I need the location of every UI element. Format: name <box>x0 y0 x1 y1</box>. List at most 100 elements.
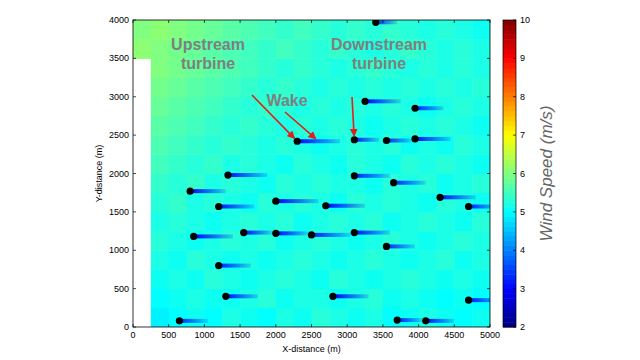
heat-cell <box>436 231 454 251</box>
heat-cell <box>276 58 294 78</box>
heat-cell <box>258 135 276 155</box>
heat-cell <box>329 58 347 78</box>
heat-cell <box>347 250 365 270</box>
heat-cell <box>151 269 169 289</box>
heat-cell <box>472 174 490 194</box>
heat-cell <box>436 289 454 309</box>
x-tick-label: 4500 <box>444 330 464 340</box>
heat-cell <box>365 289 383 309</box>
wake <box>326 204 365 208</box>
colorbar-swatch <box>503 63 516 68</box>
heat-cell <box>204 97 222 117</box>
heat-cell <box>401 308 419 327</box>
heat-cell <box>169 308 187 327</box>
heat-cell <box>204 308 222 327</box>
heat-cell <box>454 154 472 174</box>
heat-cell <box>329 116 347 136</box>
heat-cell <box>151 78 169 98</box>
heat-cell <box>187 78 205 98</box>
turbine <box>411 135 418 142</box>
heat-cell <box>365 78 383 98</box>
heat-cell <box>258 308 276 327</box>
heat-cell <box>222 231 240 251</box>
colorbar-swatch <box>503 126 516 131</box>
heat-cell <box>419 231 437 251</box>
colorbar-tick-label: 9 <box>520 53 525 63</box>
colorbar-swatch <box>503 20 516 25</box>
heat-cell <box>187 289 205 309</box>
heat-cell <box>454 231 472 251</box>
colorbar-tick-label: 4 <box>520 245 525 255</box>
heat-cell <box>436 308 454 327</box>
heat-cell <box>294 20 312 40</box>
heat-cell <box>169 289 187 309</box>
colorbar-swatch <box>503 154 516 159</box>
x-tick-label: 1500 <box>230 330 250 340</box>
y-tick <box>133 327 136 328</box>
y-tick-label: 1000 <box>109 245 129 255</box>
turbine <box>351 136 358 143</box>
heat-cell <box>151 231 169 251</box>
heat-cell <box>419 250 437 270</box>
colorbar-swatch <box>503 159 516 164</box>
heat-cell <box>312 269 330 289</box>
heat-cell <box>133 39 151 59</box>
wake <box>394 181 426 185</box>
heat-cell <box>436 39 454 59</box>
heat-cell <box>276 154 294 174</box>
colorbar-tick <box>513 327 516 328</box>
colorbar-swatch <box>503 226 516 231</box>
x-tick <box>275 20 276 23</box>
heat-cell <box>312 174 330 194</box>
turbine <box>351 172 358 179</box>
colorbar-swatch <box>503 293 516 298</box>
heat-cell <box>365 308 383 327</box>
colorbar-swatch <box>503 250 516 255</box>
heat-cell <box>383 193 401 213</box>
colorbar-tick-label: 5 <box>520 207 525 217</box>
colorbar-swatch <box>503 87 516 92</box>
heat-cell <box>222 78 240 98</box>
annotation-line: Wake <box>266 92 307 109</box>
heat-cell <box>294 135 312 155</box>
heat-cell <box>365 269 383 289</box>
heat-cell <box>401 154 419 174</box>
heat-cell <box>347 193 365 213</box>
y-axis-label: Y-distance (m) <box>94 145 104 203</box>
heat-cell <box>454 78 472 98</box>
heat-cell <box>276 212 294 232</box>
y-tick-label: 2000 <box>109 169 129 179</box>
colorbar-swatch <box>503 49 516 54</box>
y-tick <box>133 173 136 174</box>
x-tick <box>347 324 348 327</box>
heat-cell <box>151 154 169 174</box>
x-tick-label: 5000 <box>480 330 500 340</box>
heat-cell <box>169 231 187 251</box>
wake <box>228 173 267 177</box>
heat-cell <box>151 250 169 270</box>
annotation: Upstreamturbine <box>171 36 245 72</box>
heat-cell <box>436 174 454 194</box>
heat-cell <box>454 39 472 59</box>
colorbar-swatch <box>503 39 516 44</box>
heat-cell <box>222 269 240 289</box>
colorbar-swatch <box>503 313 516 318</box>
y-tick <box>133 96 136 97</box>
x-tick <box>490 324 491 327</box>
heat-cell <box>222 97 240 117</box>
colorbar-swatch <box>503 317 516 322</box>
heat-cell <box>347 78 365 98</box>
y-tick <box>133 20 136 21</box>
heat-cell <box>347 116 365 136</box>
colorbar-swatch <box>503 169 516 174</box>
heat-cell <box>312 289 330 309</box>
heat-cell <box>151 193 169 213</box>
heat-cell <box>472 39 490 59</box>
heat-cell <box>294 154 312 174</box>
heat-cell <box>454 250 472 270</box>
y-tick <box>487 173 490 174</box>
heat-cell <box>258 39 276 59</box>
heat-cell <box>187 308 205 327</box>
heat-cell <box>204 250 222 270</box>
heat-cell <box>169 97 187 117</box>
